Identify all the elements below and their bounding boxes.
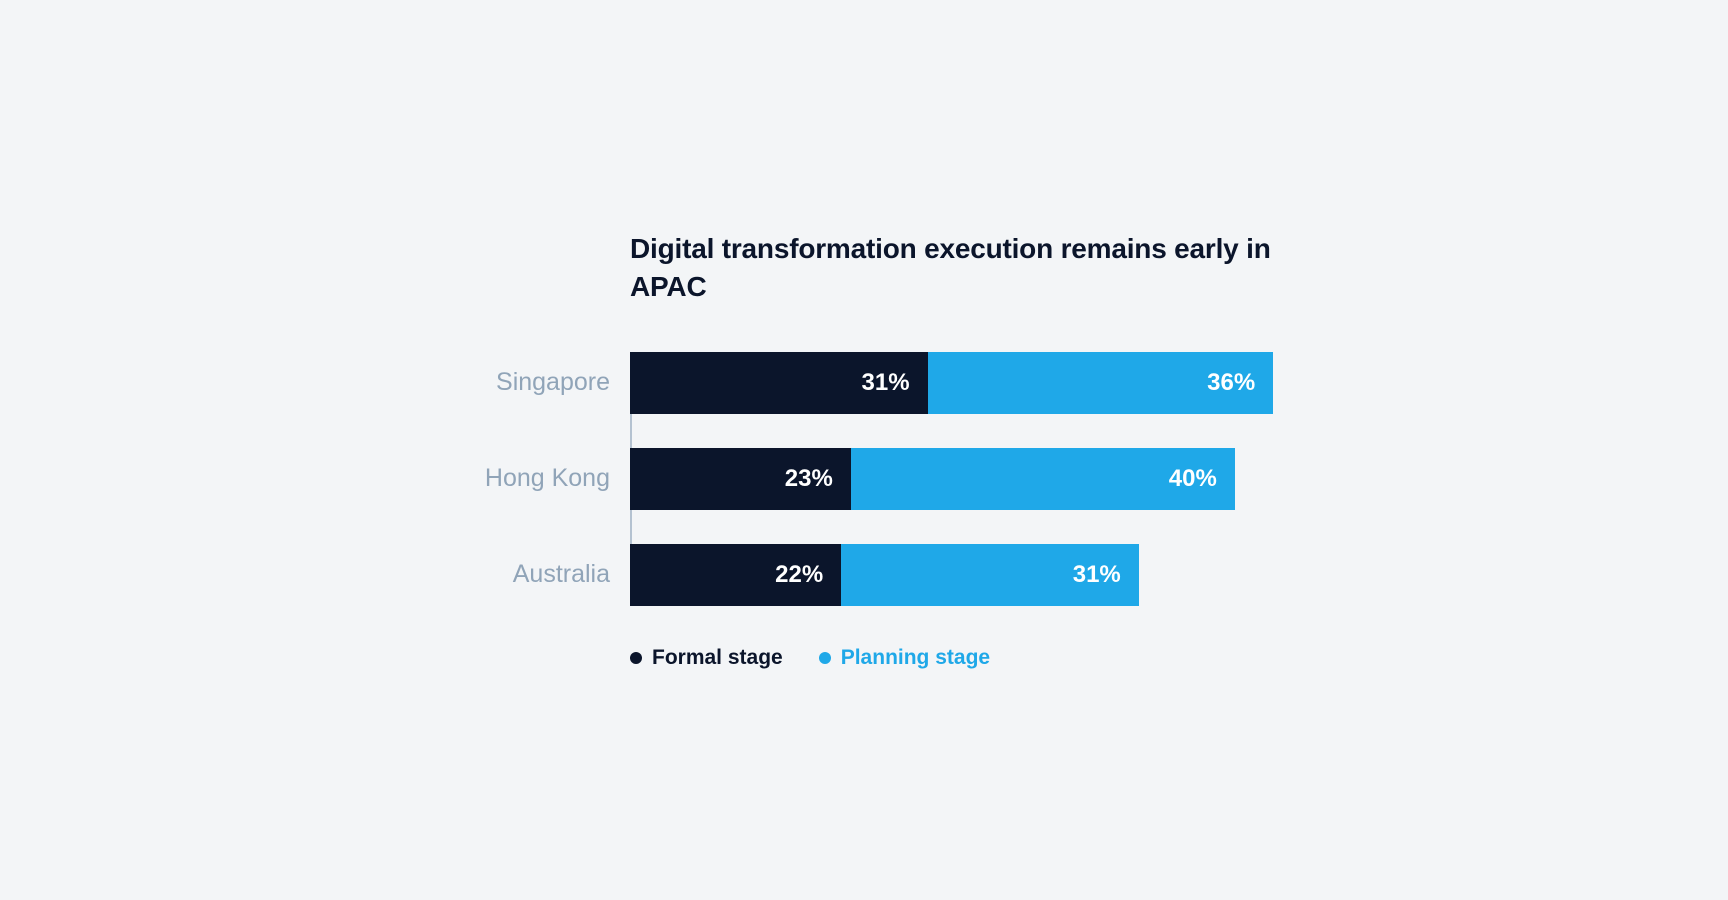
bar-segment-planning: 36% <box>928 352 1274 414</box>
bar-value-label: 31% <box>862 369 910 397</box>
legend-dot-icon <box>630 652 642 664</box>
bar-value-label: 36% <box>1207 369 1255 397</box>
category-label: Hong Kong <box>414 464 610 493</box>
legend-item-formal: Formal stage <box>630 646 783 670</box>
bar-value-label: 40% <box>1169 465 1217 493</box>
chart-title: Digital transformation execution remains… <box>630 230 1314 306</box>
bar-value-label: 31% <box>1073 561 1121 589</box>
bar-row: Singapore 31% 36% <box>630 352 1314 414</box>
bar-row: Australia 22% 31% <box>630 544 1314 606</box>
bar-value-label: 22% <box>775 561 823 589</box>
legend-label: Planning stage <box>841 646 990 670</box>
legend-item-planning: Planning stage <box>819 646 990 670</box>
chart-legend: Formal stage Planning stage <box>630 646 1314 670</box>
category-label: Australia <box>414 560 610 589</box>
legend-label: Formal stage <box>652 646 783 670</box>
bar-segment-formal: 23% <box>630 448 851 510</box>
bar-segment-formal: 22% <box>630 544 841 606</box>
bar-value-label: 23% <box>785 465 833 493</box>
category-label: Singapore <box>414 368 610 397</box>
chart-container: Digital transformation execution remains… <box>414 230 1314 670</box>
legend-dot-icon <box>819 652 831 664</box>
bar-segment-planning: 31% <box>841 544 1139 606</box>
chart-plot-area: Singapore 31% 36% Hong Kong 23% 40% Aust… <box>414 352 1314 606</box>
bar-segment-planning: 40% <box>851 448 1235 510</box>
bar-segment-formal: 31% <box>630 352 928 414</box>
bar-row: Hong Kong 23% 40% <box>630 448 1314 510</box>
